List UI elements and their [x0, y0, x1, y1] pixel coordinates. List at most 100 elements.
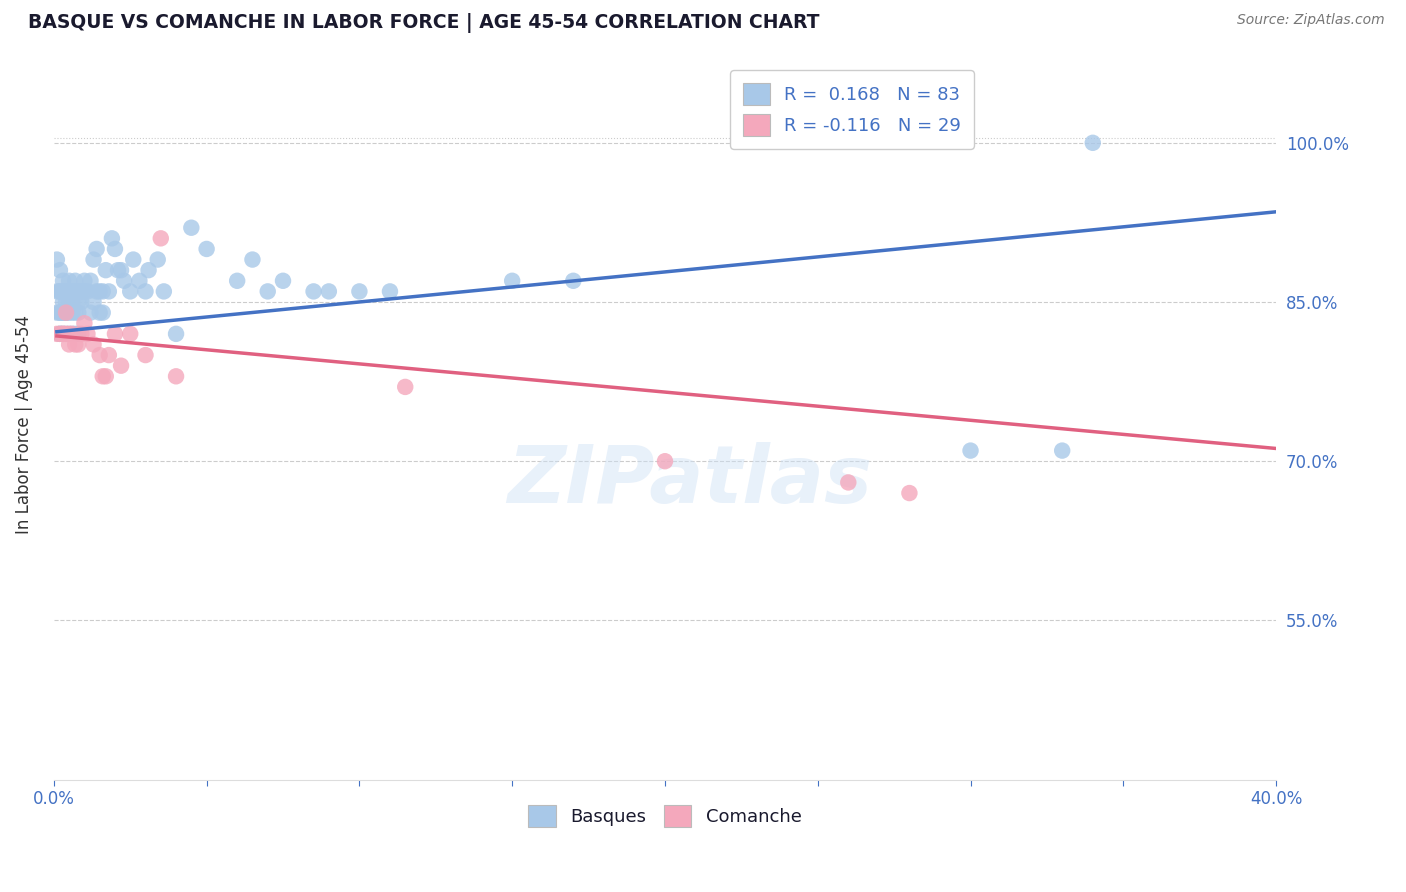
Point	[52, 274, 75, 288]
Point	[146, 252, 169, 267]
Point	[180, 220, 202, 235]
Point	[49, 263, 72, 277]
Point	[73, 274, 96, 288]
Point	[58, 337, 80, 351]
Point	[165, 326, 187, 341]
Point	[104, 242, 127, 256]
Point	[58, 295, 80, 310]
Point	[52, 326, 75, 341]
Point	[165, 369, 187, 384]
Point	[49, 305, 72, 319]
Point	[1081, 136, 1104, 150]
Point	[65, 274, 87, 288]
Point	[378, 285, 401, 299]
Point	[562, 274, 585, 288]
Point	[94, 263, 117, 277]
Point	[120, 326, 142, 341]
Point	[49, 305, 72, 319]
Point	[58, 285, 80, 299]
Point	[349, 285, 371, 299]
Text: ZIPatlas: ZIPatlas	[508, 442, 872, 520]
Point	[49, 326, 72, 341]
Point	[226, 274, 249, 288]
Point	[49, 326, 72, 341]
Point	[89, 285, 111, 299]
Point	[89, 305, 111, 319]
Point	[52, 305, 75, 319]
Point	[52, 285, 75, 299]
Point	[67, 295, 90, 310]
Y-axis label: In Labor Force | Age 45-54: In Labor Force | Age 45-54	[15, 315, 32, 533]
Point	[58, 326, 80, 341]
Point	[49, 285, 72, 299]
Point	[110, 359, 132, 373]
Point	[52, 295, 75, 310]
Point	[97, 348, 120, 362]
Point	[302, 285, 325, 299]
Point	[73, 316, 96, 330]
Point	[58, 274, 80, 288]
Point	[86, 242, 108, 256]
Point	[65, 326, 87, 341]
Point	[271, 274, 294, 288]
Point	[898, 486, 921, 500]
Point	[83, 337, 105, 351]
Point	[97, 285, 120, 299]
Point	[79, 274, 101, 288]
Point	[55, 305, 77, 319]
Point	[55, 295, 77, 310]
Point	[60, 285, 83, 299]
Point	[128, 274, 150, 288]
Point	[91, 285, 114, 299]
Point	[134, 285, 156, 299]
Point	[70, 326, 93, 341]
Point	[60, 295, 83, 310]
Point	[45, 252, 67, 267]
Point	[959, 443, 981, 458]
Point	[70, 285, 93, 299]
Point	[67, 337, 90, 351]
Point	[242, 252, 264, 267]
Point	[65, 305, 87, 319]
Point	[837, 475, 859, 490]
Point	[55, 305, 77, 319]
Point	[55, 285, 77, 299]
Point	[58, 305, 80, 319]
Point	[149, 231, 172, 245]
Point	[67, 305, 90, 319]
Point	[89, 348, 111, 362]
Point	[45, 305, 67, 319]
Point	[1050, 443, 1073, 458]
Point	[107, 263, 129, 277]
Point	[318, 285, 340, 299]
Point	[73, 285, 96, 299]
Point	[86, 285, 108, 299]
Point	[654, 454, 676, 468]
Point	[195, 242, 218, 256]
Point	[45, 285, 67, 299]
Point	[122, 252, 145, 267]
Point	[52, 326, 75, 341]
Point	[55, 305, 77, 319]
Point	[45, 326, 67, 341]
Legend: Basques, Comanche: Basques, Comanche	[522, 798, 808, 835]
Point	[52, 305, 75, 319]
Point	[76, 326, 98, 341]
Point	[65, 285, 87, 299]
Point	[134, 348, 156, 362]
Point	[49, 326, 72, 341]
Point	[138, 263, 160, 277]
Point	[67, 285, 90, 299]
Point	[256, 285, 278, 299]
Point	[104, 326, 127, 341]
Point	[91, 305, 114, 319]
Point	[101, 231, 124, 245]
Point	[394, 380, 416, 394]
Point	[91, 369, 114, 384]
Point	[70, 295, 93, 310]
Point	[67, 326, 90, 341]
Point	[60, 326, 83, 341]
Point	[83, 295, 105, 310]
Point	[76, 285, 98, 299]
Point	[112, 274, 135, 288]
